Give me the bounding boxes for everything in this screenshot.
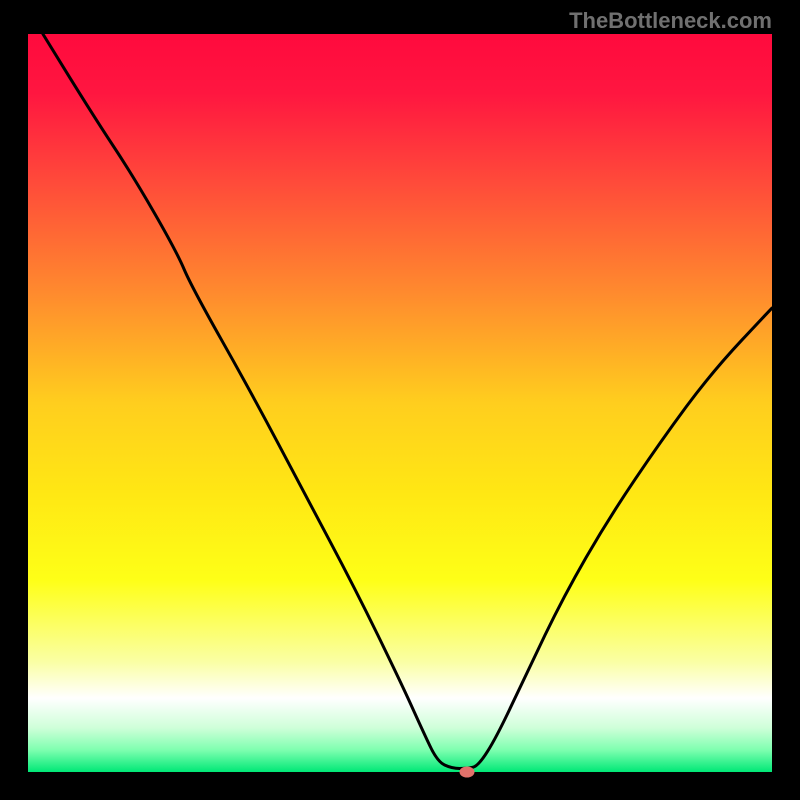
bottleneck-chart: TheBottleneck.com [0, 0, 800, 800]
watermark-text: TheBottleneck.com [569, 8, 772, 33]
optimal-point-marker [460, 767, 474, 777]
plot-area [28, 34, 772, 772]
